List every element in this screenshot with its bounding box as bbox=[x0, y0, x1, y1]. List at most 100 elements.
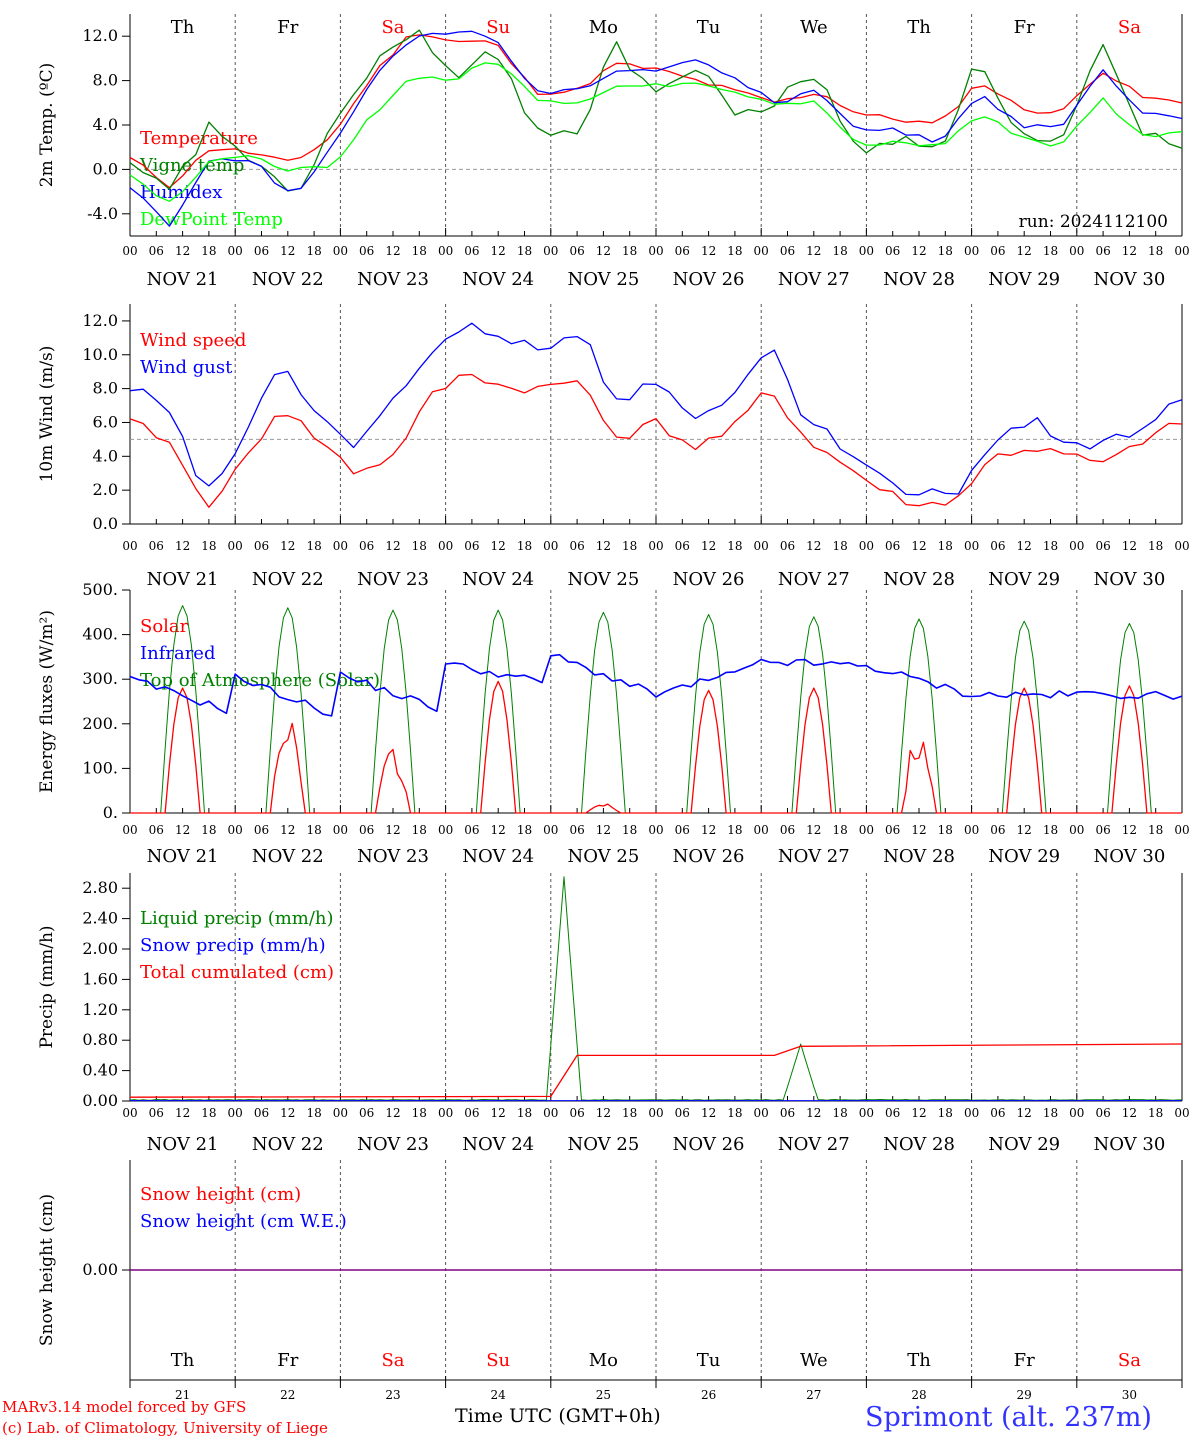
hour-tick-label: 18 bbox=[938, 244, 953, 258]
day-number-label: 26 bbox=[701, 1388, 716, 1402]
date-label: NOV 29 bbox=[988, 1134, 1060, 1155]
hour-tick-label: 00 bbox=[648, 539, 663, 553]
hour-tick-label: 06 bbox=[885, 823, 900, 837]
hour-tick-label: 00 bbox=[1174, 244, 1189, 258]
wind-series-line bbox=[129, 373, 1183, 508]
date-label: NOV 23 bbox=[357, 1134, 429, 1155]
weekday-label-bottom: Su bbox=[486, 1350, 510, 1371]
date-label: NOV 23 bbox=[357, 846, 429, 867]
hour-tick-label: 12 bbox=[1017, 244, 1032, 258]
legend-entry: Total cumulated (cm) bbox=[140, 962, 334, 983]
date-label: NOV 25 bbox=[567, 1134, 639, 1155]
date-label: NOV 21 bbox=[147, 269, 219, 290]
y-tick-label: 4.0 bbox=[93, 115, 118, 134]
hour-tick-label: 06 bbox=[359, 244, 374, 258]
y-tick-label: 2.0 bbox=[93, 480, 118, 499]
hour-tick-label: 00 bbox=[333, 539, 348, 553]
hour-tick-label: 00 bbox=[859, 539, 874, 553]
hour-tick-label: 06 bbox=[885, 244, 900, 258]
hour-tick-label: 00 bbox=[333, 1106, 348, 1120]
date-label: NOV 26 bbox=[673, 269, 745, 290]
date-label: NOV 22 bbox=[252, 269, 324, 290]
hour-tick-label: 00 bbox=[438, 539, 453, 553]
hour-tick-label: 00 bbox=[1069, 823, 1084, 837]
hour-tick-label: 00 bbox=[438, 1106, 453, 1120]
date-label: NOV 23 bbox=[357, 269, 429, 290]
date-label: NOV 29 bbox=[988, 569, 1060, 590]
hour-tick-label: 06 bbox=[254, 539, 269, 553]
hour-tick-label: 18 bbox=[412, 1106, 427, 1120]
weekday-label: Sa bbox=[1118, 17, 1141, 38]
legend-entry: Liquid precip (mm/h) bbox=[140, 908, 334, 929]
date-label: NOV 29 bbox=[988, 269, 1060, 290]
hour-tick-label: 06 bbox=[149, 244, 164, 258]
y-tick-label: 0.0 bbox=[93, 514, 118, 533]
weekday-label-bottom: Th bbox=[907, 1350, 931, 1371]
hour-tick-label: 06 bbox=[990, 1106, 1005, 1120]
hour-tick-label: 18 bbox=[1043, 1106, 1058, 1120]
date-label: NOV 30 bbox=[1093, 846, 1165, 867]
hour-tick-label: 00 bbox=[648, 244, 663, 258]
weekday-label: Th bbox=[907, 17, 931, 38]
hour-tick-label: 00 bbox=[122, 244, 137, 258]
date-label: NOV 26 bbox=[673, 569, 745, 590]
hour-tick-label: 00 bbox=[1069, 539, 1084, 553]
hour-tick-label: 12 bbox=[806, 823, 821, 837]
y-tick-label: 100. bbox=[82, 758, 118, 777]
site-title: Sprimont (alt. 237m) bbox=[865, 1402, 1152, 1433]
temp-series-line bbox=[129, 34, 1183, 189]
hour-tick-label: 12 bbox=[1122, 1106, 1137, 1120]
y-tick-label: 0. bbox=[103, 803, 118, 822]
hour-tick-label: 12 bbox=[596, 539, 611, 553]
hour-tick-label: 00 bbox=[122, 1106, 137, 1120]
date-label: NOV 27 bbox=[778, 846, 850, 867]
hour-tick-label: 18 bbox=[622, 823, 637, 837]
hour-tick-label: 00 bbox=[964, 823, 979, 837]
weekday-label: We bbox=[800, 17, 828, 38]
hour-tick-label: 12 bbox=[911, 1106, 926, 1120]
hour-tick-label: 12 bbox=[280, 539, 295, 553]
hour-tick-label: 06 bbox=[149, 1106, 164, 1120]
legend-entry: Wind gust bbox=[140, 357, 233, 378]
hour-tick-label: 06 bbox=[359, 823, 374, 837]
hour-tick-label: 18 bbox=[412, 244, 427, 258]
y-tick-label: 2.80 bbox=[82, 878, 118, 897]
hour-tick-label: 18 bbox=[622, 539, 637, 553]
day-number-label: 22 bbox=[280, 1388, 295, 1402]
date-label: NOV 24 bbox=[462, 269, 534, 290]
y-axis-title: 10m Wind (m/s) bbox=[37, 346, 57, 483]
hour-tick-label: 18 bbox=[1148, 823, 1163, 837]
hour-tick-label: 00 bbox=[1069, 1106, 1084, 1120]
hour-tick-label: 06 bbox=[254, 823, 269, 837]
weekday-label: Fr bbox=[277, 17, 298, 38]
hour-tick-label: 12 bbox=[1017, 1106, 1032, 1120]
y-tick-label: 10.0 bbox=[82, 345, 118, 364]
y-tick-label: 300. bbox=[82, 669, 118, 688]
hour-tick-label: 06 bbox=[675, 244, 690, 258]
date-label: NOV 30 bbox=[1093, 569, 1165, 590]
hour-tick-label: 00 bbox=[228, 1106, 243, 1120]
y-tick-label: 6.0 bbox=[93, 412, 118, 431]
hour-tick-label: 06 bbox=[359, 1106, 374, 1120]
y-tick-label: -4.0 bbox=[87, 204, 118, 223]
date-label: NOV 29 bbox=[988, 846, 1060, 867]
credit-line-1: MARv3.14 model forced by GFS bbox=[2, 1398, 247, 1416]
date-label: NOV 23 bbox=[357, 569, 429, 590]
hour-tick-label: 00 bbox=[543, 1106, 558, 1120]
hour-tick-label: 18 bbox=[412, 539, 427, 553]
hour-tick-label: 00 bbox=[1174, 539, 1189, 553]
hour-tick-label: 00 bbox=[754, 1106, 769, 1120]
y-tick-label: 4.0 bbox=[93, 446, 118, 465]
hour-tick-label: 18 bbox=[622, 1106, 637, 1120]
hour-tick-label: 12 bbox=[911, 823, 926, 837]
legend-entry: Top of Atmosphere (Solar) bbox=[140, 670, 380, 691]
hour-tick-label: 00 bbox=[648, 1106, 663, 1120]
hour-tick-label: 12 bbox=[175, 1106, 190, 1120]
hour-tick-label: 18 bbox=[1148, 539, 1163, 553]
hour-tick-label: 00 bbox=[754, 244, 769, 258]
date-label: NOV 24 bbox=[462, 846, 534, 867]
hour-tick-label: 12 bbox=[596, 823, 611, 837]
hour-tick-label: 00 bbox=[964, 1106, 979, 1120]
day-number-label: 28 bbox=[911, 1388, 926, 1402]
